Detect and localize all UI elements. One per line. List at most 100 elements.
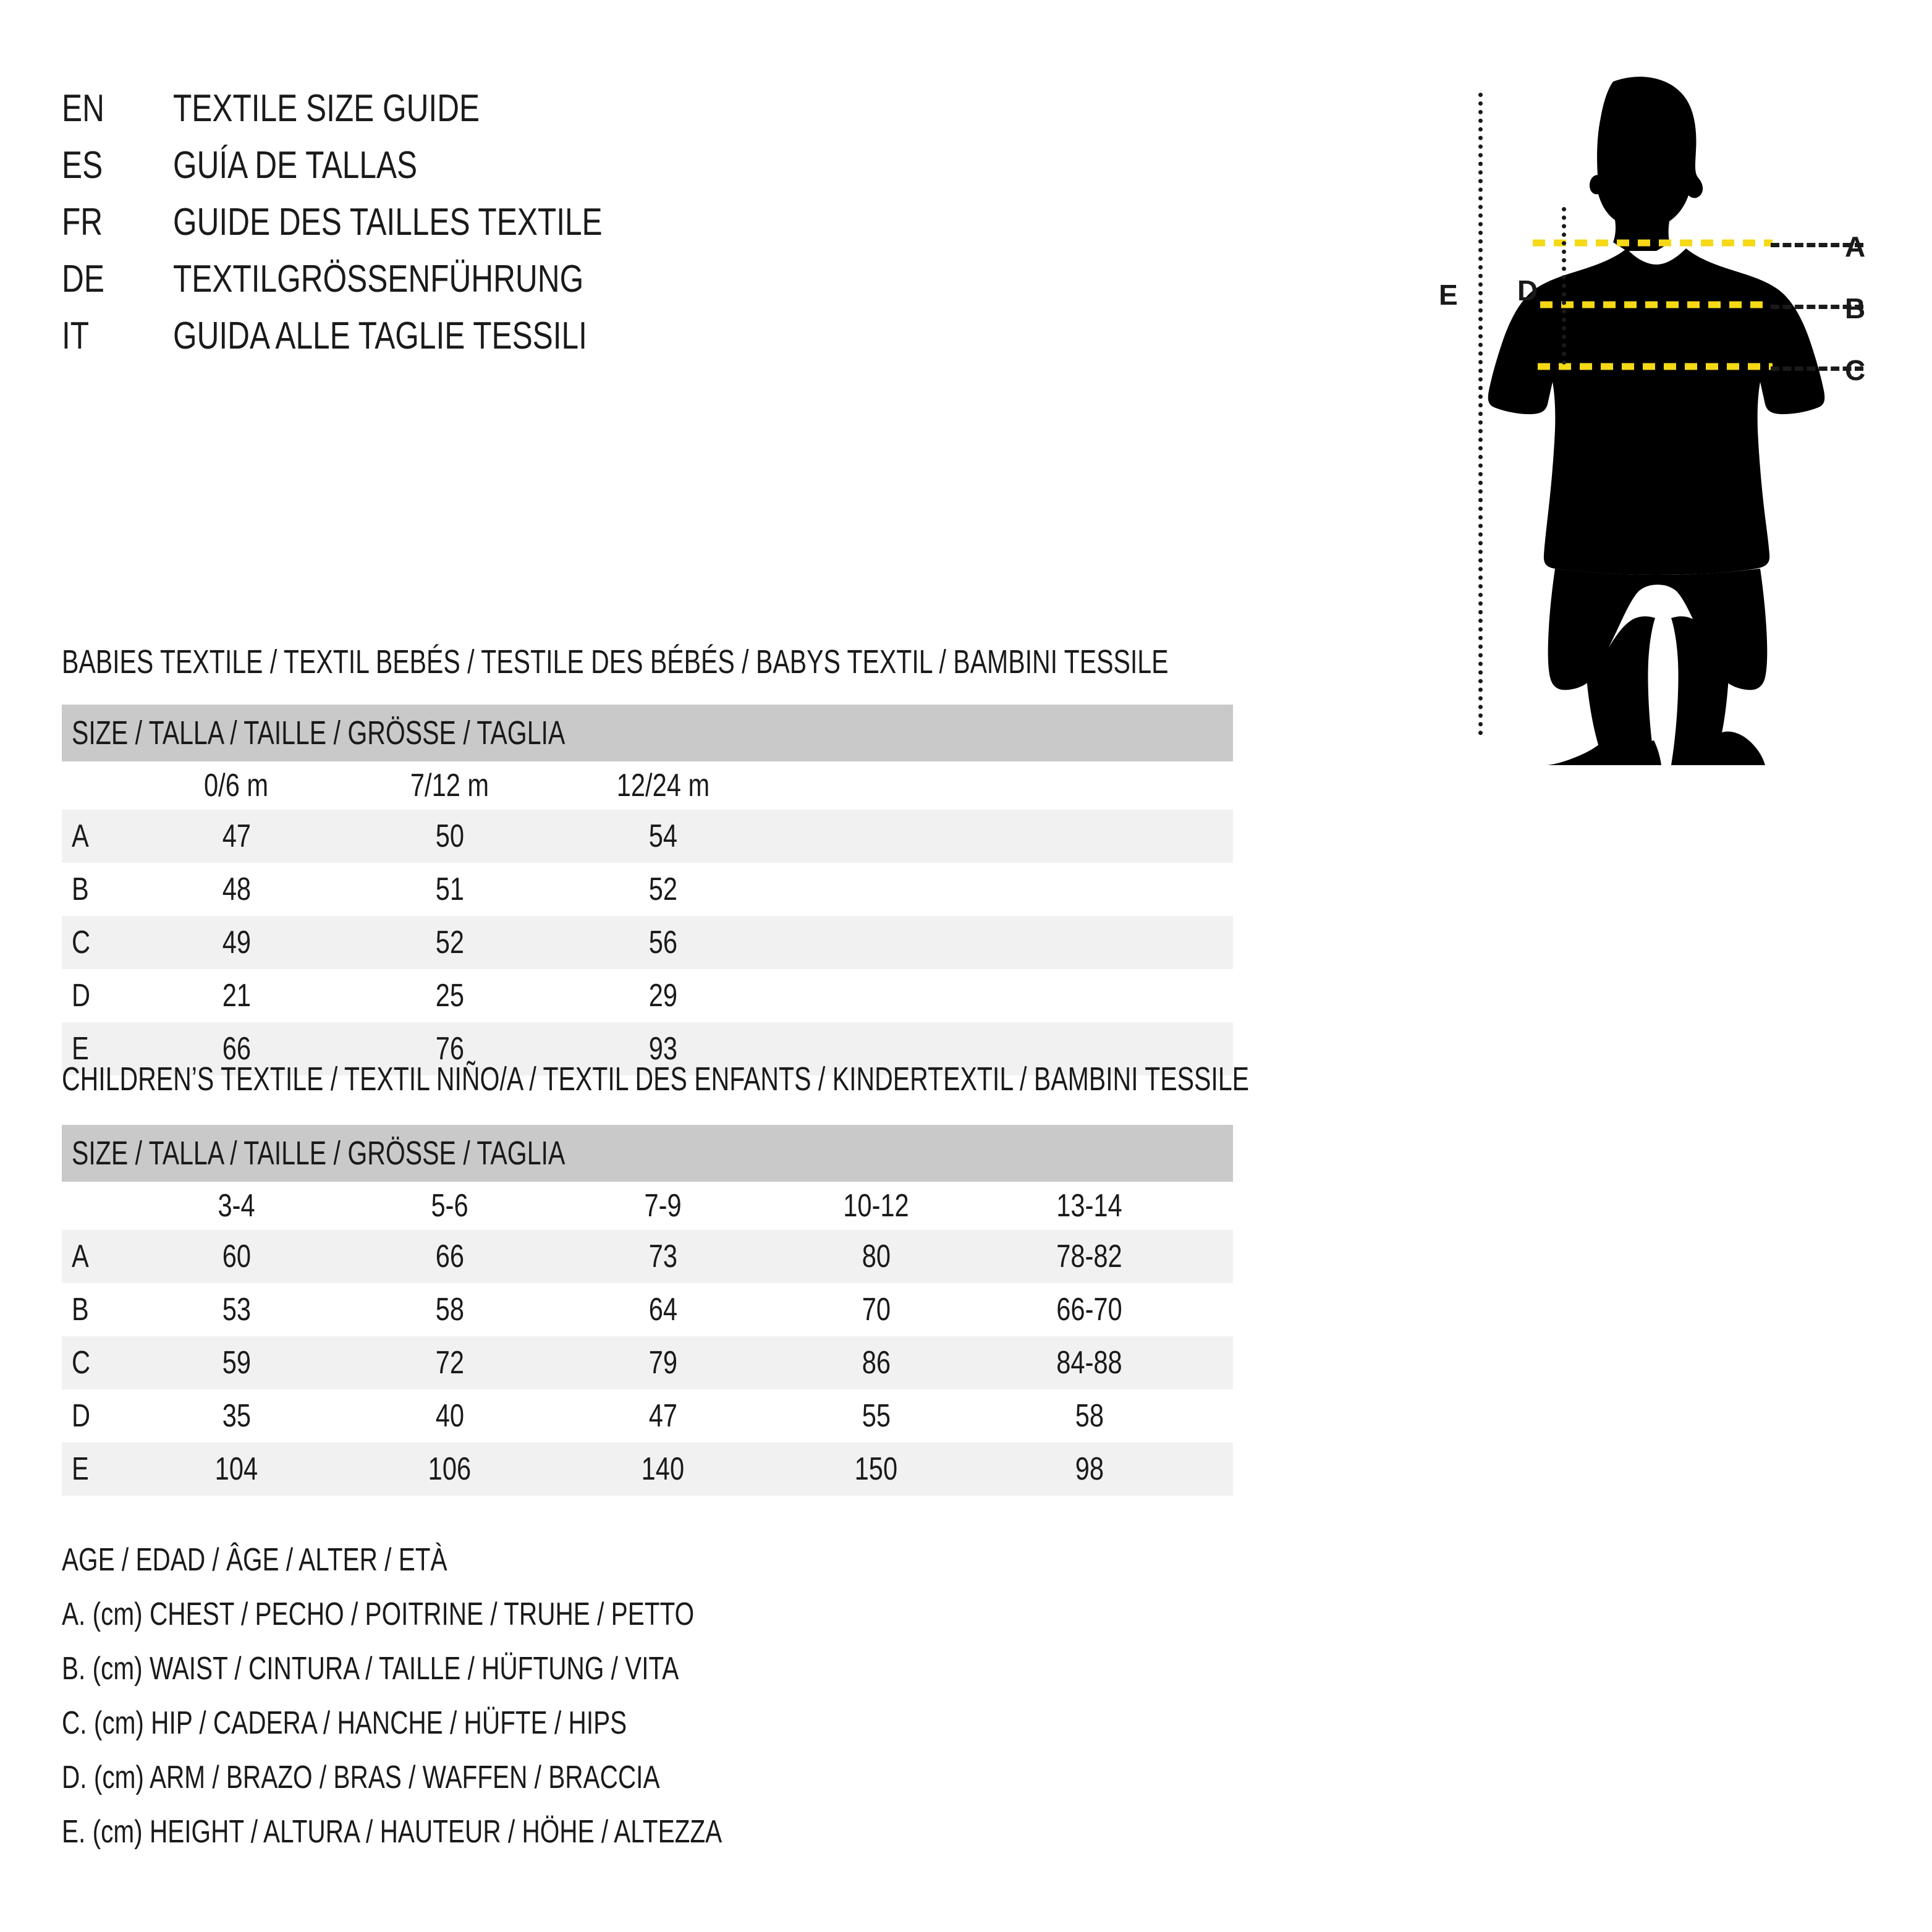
row-value: 51 — [435, 871, 464, 907]
children-column-header-row: 3-4 5-6 7-9 10-12 13-14 — [62, 1182, 1233, 1230]
leader-line-a — [1771, 243, 1863, 247]
babies-section-caption: BABIES TEXTILE / TEXTIL BEBÉS / TESTILE … — [62, 643, 1518, 681]
title-row: IT GUIDA ALLE TAGLIE TESSILI — [62, 314, 927, 371]
babies-col-header: 12/24 m — [616, 768, 710, 803]
row-value: 78-82 — [1056, 1239, 1122, 1274]
lang-code-it: IT — [62, 315, 90, 357]
lang-code-de: DE — [62, 258, 104, 300]
table-row: A 60 66 73 80 78-82 — [62, 1230, 1233, 1283]
dimension-label-b: B — [1845, 292, 1866, 324]
row-value: 79 — [648, 1345, 677, 1381]
row-value: 86 — [862, 1345, 891, 1381]
measurement-lines-overlay — [1533, 239, 1773, 370]
children-col-header: 7-9 — [644, 1188, 682, 1224]
row-value: 48 — [222, 871, 251, 907]
row-value: 29 — [648, 978, 677, 1014]
row-value: 84-88 — [1056, 1345, 1122, 1381]
row-key: C — [72, 1345, 91, 1381]
title-text-de: TEXTILGRÖSSENFÜHRUNG — [173, 258, 584, 300]
title-lang-code: FR — [62, 200, 173, 244]
row-value: 25 — [435, 978, 464, 1014]
row-value: 60 — [222, 1239, 251, 1274]
table-row: B 53 58 64 70 66-70 — [62, 1283, 1233, 1336]
legend-line-c-hip: C. (cm) HIP / CADERA / HANCHE / HÜFTE / … — [62, 1705, 627, 1741]
babies-col-header: 0/6 m — [204, 768, 269, 803]
lang-code-en: EN — [62, 87, 104, 130]
children-col-header: 3-4 — [218, 1188, 255, 1224]
children-col-header: 10-12 — [843, 1188, 909, 1224]
row-key: D — [72, 978, 91, 1014]
babies-size-table: SIZE / TALLA / TAILLE / GRÖSSE / TAGLIA … — [62, 705, 1233, 1075]
row-value: 70 — [862, 1292, 891, 1328]
row-value: 150 — [854, 1451, 898, 1487]
children-section-caption: CHILDREN’S TEXTILE / TEXTIL NIÑO/A / TEX… — [62, 1060, 1624, 1098]
row-value: 50 — [435, 818, 464, 854]
title-text: TEXTILE SIZE GUIDE — [173, 87, 556, 130]
leader-line-c — [1771, 366, 1863, 371]
babies-col-header: 7/12 m — [410, 768, 489, 803]
row-value: 53 — [222, 1292, 251, 1328]
child-silhouette-icon — [1488, 77, 1825, 765]
measurement-diagram: A B C D E — [1409, 74, 1916, 766]
children-col-header: 13-14 — [1056, 1188, 1122, 1224]
legend-line-e-height: E. (cm) HEIGHT / ALTURA / HAUTEUR / HÖHE… — [62, 1814, 722, 1850]
row-value: 98 — [1075, 1451, 1104, 1487]
babies-table-header-label: SIZE / TALLA / TAILLE / GRÖSSE / TAGLIA — [72, 714, 566, 752]
row-value: 52 — [648, 871, 677, 907]
title-text: GUÍA DE TALLAS — [173, 143, 478, 187]
children-size-table: SIZE / TALLA / TAILLE / GRÖSSE / TAGLIA … — [62, 1125, 1233, 1496]
title-text-it: GUIDA ALLE TAGLIE TESSILI — [173, 315, 587, 357]
language-title-block: EN TEXTILE SIZE GUIDE ES GUÍA DE TALLAS … — [62, 87, 927, 371]
row-key: D — [72, 1398, 91, 1434]
row-value: 56 — [648, 925, 677, 960]
title-row: ES GUÍA DE TALLAS — [62, 143, 927, 200]
row-value: 47 — [222, 818, 251, 854]
babies-table-header-bar: SIZE / TALLA / TAILLE / GRÖSSE / TAGLIA — [62, 705, 1233, 761]
row-key: E — [72, 1031, 89, 1067]
table-row: E 66 76 93 — [62, 1022, 1233, 1075]
arm-guide-line-d — [1562, 207, 1566, 365]
row-value: 52 — [435, 925, 464, 960]
title-lang-code: ES — [62, 143, 173, 187]
title-lang-code: DE — [62, 257, 173, 301]
row-value: 58 — [435, 1292, 464, 1328]
row-value: 73 — [648, 1239, 677, 1274]
legend-line-age: AGE / EDAD / ÂGE / ALTER / ETÀ — [62, 1542, 447, 1578]
children-col-header: 5-6 — [431, 1188, 468, 1224]
row-key: C — [72, 925, 91, 960]
lang-code-es: ES — [62, 144, 103, 187]
dimension-label-d: D — [1517, 274, 1538, 307]
table-row: C 49 52 56 — [62, 916, 1233, 969]
row-value: 64 — [648, 1292, 677, 1328]
title-text: TEXTILGRÖSSENFÜHRUNG — [173, 257, 686, 301]
row-key: B — [72, 871, 89, 907]
row-key: B — [72, 1292, 89, 1328]
row-key: E — [72, 1451, 89, 1487]
babies-column-header-row: 0/6 m 7/12 m 12/24 m — [62, 761, 1233, 810]
table-row: A 47 50 54 — [62, 810, 1233, 863]
table-row: D 21 25 29 — [62, 969, 1233, 1022]
row-value: 40 — [435, 1398, 464, 1434]
title-text-en: TEXTILE SIZE GUIDE — [173, 87, 480, 130]
row-value: 66 — [435, 1239, 464, 1274]
leader-line-b — [1771, 305, 1863, 309]
row-value: 21 — [222, 978, 251, 1014]
row-value: 47 — [648, 1398, 677, 1434]
title-text-es: GUÍA DE TALLAS — [173, 144, 418, 187]
legend-line-b-waist: B. (cm) WAIST / CINTURA / TAILLE / HÜFTU… — [62, 1651, 679, 1687]
row-value: 58 — [1075, 1398, 1104, 1434]
table-row: B 48 51 52 — [62, 863, 1233, 916]
title-row: DE TEXTILGRÖSSENFÜHRUNG — [62, 257, 927, 314]
table-row: C 59 72 79 86 84-88 — [62, 1336, 1233, 1389]
row-value: 35 — [222, 1398, 251, 1434]
title-lang-code: EN — [62, 87, 173, 130]
children-caption-text: CHILDREN’S TEXTILE / TEXTIL NIÑO/A / TEX… — [62, 1061, 1250, 1098]
babies-caption-text: BABIES TEXTILE / TEXTIL BEBÉS / TESTILE … — [62, 643, 1169, 680]
lang-code-fr: FR — [62, 201, 103, 244]
row-value: 140 — [641, 1451, 685, 1487]
row-value: 106 — [428, 1451, 472, 1487]
row-value: 55 — [862, 1398, 891, 1434]
dimension-label-a: A — [1845, 231, 1866, 263]
legend-line-d-arm: D. (cm) ARM / BRAZO / BRAS / WAFFEN / BR… — [62, 1760, 660, 1795]
legend-line-a-chest: A. (cm) CHEST / PECHO / POITRINE / TRUHE… — [62, 1596, 695, 1632]
